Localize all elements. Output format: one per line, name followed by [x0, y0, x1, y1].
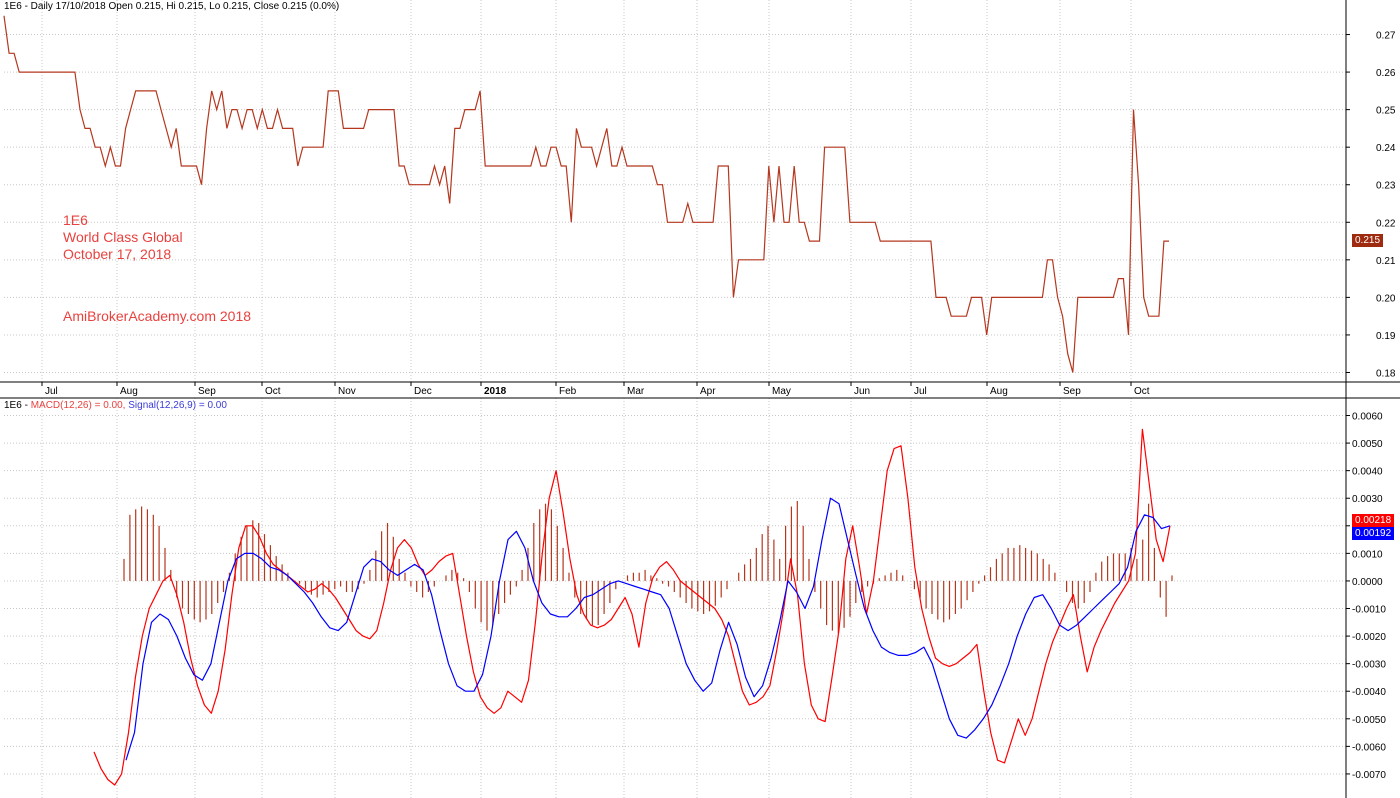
annotation-ticker: 1E6	[63, 212, 88, 228]
x-tick-label: Feb	[559, 386, 577, 397]
price-y-tick-label: 0.25	[1376, 106, 1396, 117]
signal-line	[125, 497, 1171, 761]
x-tick-label: Jul	[914, 386, 927, 397]
x-tick-label: Dec	[414, 386, 432, 397]
macd-grid	[4, 398, 1346, 798]
price-y-tick-label: 0.23	[1376, 181, 1396, 192]
price-y-tick-label: 0.22	[1376, 218, 1396, 229]
macd-y-tick-label: 0.0030	[1352, 494, 1383, 505]
price-y-tick-label: 0.26	[1376, 68, 1396, 79]
macd-y-tick-label: -0.0030	[1352, 660, 1386, 671]
watermark-text: AmiBrokerAcademy.com 2018	[63, 308, 252, 324]
macd-y-tick-label: -0.0050	[1352, 715, 1386, 726]
x-tick-label: Aug	[120, 386, 138, 397]
price-y-tick-label: 0.19	[1376, 331, 1396, 342]
x-tick-label: 2018	[484, 386, 507, 397]
x-tick-label: Sep	[198, 386, 216, 397]
macd-line	[93, 428, 1171, 786]
x-tick-label: Sep	[1063, 386, 1081, 397]
price-line	[3, 15, 1169, 373]
signal-legend-label: Signal(12,26,9) = 0.00	[128, 400, 227, 411]
annotation-company: World Class Global	[63, 229, 183, 245]
x-tick-label: Oct	[265, 386, 281, 397]
x-tick-label: May	[772, 386, 791, 397]
macd-y-tick-label: 0.0040	[1352, 467, 1383, 478]
macd-title-prefix: 1E6 -	[4, 400, 31, 411]
macd-panel-title: 1E6 - MACD(12,26) = 0.00, Signal(12,26,9…	[4, 400, 227, 411]
macd-histogram	[123, 501, 1173, 634]
x-tick-label: Nov	[338, 386, 356, 397]
x-tick-label: Apr	[700, 386, 716, 397]
macd-y-tick-label: 0.0050	[1352, 439, 1383, 450]
macd-legend-label: MACD(12,26) = 0.00,	[30, 400, 126, 411]
macd-value-tag: 0.00218	[1352, 513, 1395, 527]
x-tick-label: Mar	[627, 386, 645, 397]
price-y-tick-label: 0.20	[1376, 293, 1396, 304]
macd-y-tick-label: -0.0020	[1352, 632, 1386, 643]
price-y-tick-label: 0.21	[1376, 256, 1396, 267]
price-grid	[4, 0, 1346, 382]
macd-y-tick-label: 0.0010	[1352, 549, 1383, 560]
macd-y-tick-label: -0.0060	[1352, 742, 1386, 753]
macd-y-tick-label: -0.0040	[1352, 687, 1386, 698]
price-y-tick-label: 0.18	[1376, 368, 1396, 379]
macd-y-tick-label: -0.0010	[1352, 605, 1386, 616]
chart-lines	[3, 15, 1171, 786]
annotation-date: October 17, 2018	[63, 246, 172, 262]
price-y-tick-label: 0.24	[1376, 143, 1396, 154]
price-y-tick-label: 0.27	[1376, 31, 1396, 42]
x-tick-label: Jun	[854, 386, 870, 397]
last-price-tag: 0.215	[1352, 234, 1384, 248]
signal-value-tag: 0.00192	[1352, 527, 1395, 540]
x-tick-label: Jul	[45, 386, 58, 397]
macd-y-tick-label: 0.0000	[1352, 577, 1383, 588]
x-tick-label: Oct	[1134, 386, 1150, 397]
macd-y-tick-label: -0.0070	[1352, 770, 1386, 781]
x-tick-label: Aug	[990, 386, 1008, 397]
macd-y-tick-label: 0.0060	[1352, 412, 1383, 423]
price-panel-title: 1E6 - Daily 17/10/2018 Open 0.215, Hi 0.…	[4, 1, 340, 12]
annotation-block: 1E6 World Class Global October 17, 2018	[63, 212, 183, 263]
